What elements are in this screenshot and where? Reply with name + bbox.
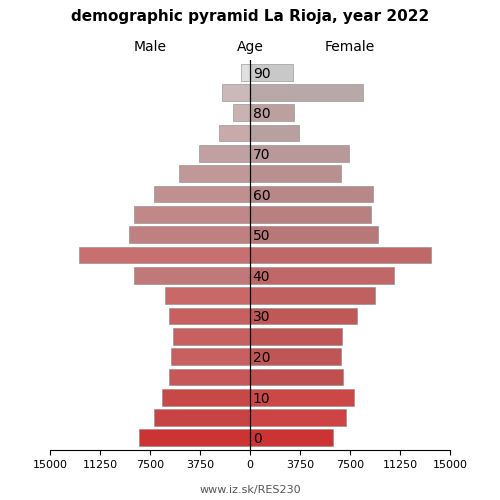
Bar bbox=[172, 328, 250, 344]
Bar bbox=[222, 84, 250, 101]
Bar bbox=[250, 226, 378, 243]
Bar bbox=[250, 125, 300, 142]
Bar bbox=[240, 64, 250, 80]
Bar bbox=[180, 166, 250, 182]
Bar bbox=[250, 104, 294, 121]
Bar bbox=[250, 308, 356, 324]
Bar bbox=[172, 348, 250, 365]
Text: Male: Male bbox=[134, 40, 166, 54]
Text: Age: Age bbox=[236, 40, 264, 54]
Bar bbox=[200, 145, 250, 162]
Bar bbox=[250, 389, 354, 406]
Bar bbox=[250, 288, 376, 304]
Bar bbox=[134, 206, 250, 222]
Bar bbox=[168, 368, 250, 385]
Bar bbox=[154, 409, 250, 426]
Bar bbox=[250, 409, 346, 426]
Bar bbox=[168, 308, 250, 324]
Bar bbox=[250, 328, 342, 344]
Bar bbox=[250, 206, 372, 222]
Bar bbox=[164, 288, 250, 304]
Bar bbox=[250, 348, 340, 365]
Bar bbox=[80, 246, 250, 264]
Bar bbox=[250, 267, 394, 283]
Bar bbox=[134, 267, 250, 283]
Bar bbox=[140, 430, 250, 446]
Bar bbox=[154, 186, 250, 202]
Bar bbox=[250, 64, 292, 80]
Bar bbox=[250, 368, 344, 385]
Bar bbox=[250, 166, 340, 182]
Bar bbox=[250, 84, 364, 101]
Bar bbox=[162, 389, 250, 406]
Bar bbox=[250, 145, 348, 162]
Bar bbox=[128, 226, 250, 243]
Bar bbox=[250, 246, 432, 264]
Text: www.iz.sk/RES230: www.iz.sk/RES230 bbox=[199, 485, 301, 495]
Bar bbox=[250, 186, 372, 202]
Bar bbox=[232, 104, 250, 121]
Bar bbox=[220, 125, 250, 142]
Title: demographic pyramid La Rioja, year 2022: demographic pyramid La Rioja, year 2022 bbox=[71, 9, 429, 24]
Bar bbox=[250, 430, 332, 446]
Text: Female: Female bbox=[325, 40, 375, 54]
